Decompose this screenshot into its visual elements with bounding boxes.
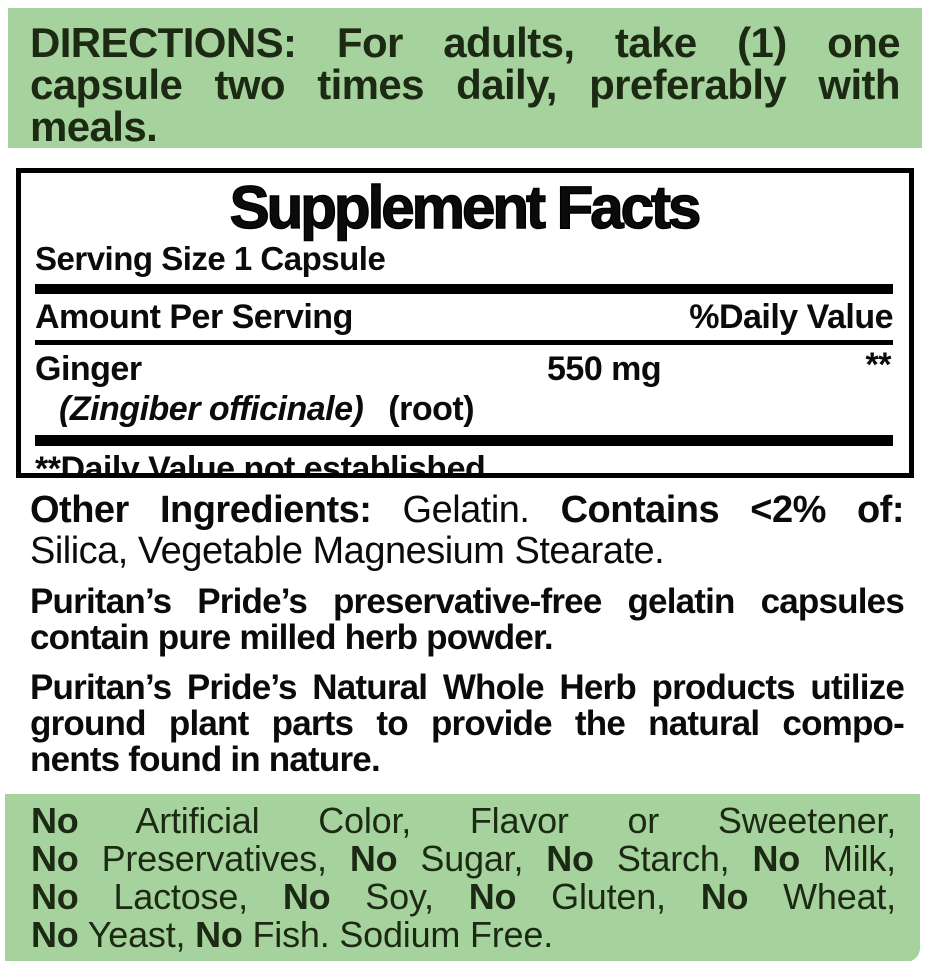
capsule-note-line: Puritan’s Pride’s preservative-free gela… — [30, 582, 905, 621]
column-header-daily-value: %Daily Value — [689, 298, 893, 336]
ingredient-row: Ginger 550 mg ** — [35, 346, 893, 388]
divider-thick — [35, 284, 893, 294]
whole-herb-note-line: Puritan’s Pride’s Natural Whole Herb pro… — [30, 668, 905, 707]
daily-value-footnote: **Daily Value not established. — [35, 450, 495, 478]
other-ingredients-line: Other Ingredients: Gelatin. Contains <2%… — [30, 489, 905, 531]
capsule-note: Puritan’s Pride’s preservative-free gela… — [30, 582, 905, 657]
column-header-amount: Amount Per Serving — [35, 298, 353, 336]
directions-line: meals. — [30, 103, 158, 150]
directions-line: DIRECTIONS: For adults, take (1) one — [30, 19, 901, 66]
ingredient-name: Ginger — [35, 350, 142, 388]
supplement-facts-title: Supplement Facts — [229, 174, 702, 241]
no-claims-banner: No Artificial Color, Flavor or Sweetener… — [5, 794, 920, 961]
whole-herb-note-line: ground plant parts to provide the natura… — [30, 704, 905, 743]
ingredient-daily-value: ** — [865, 346, 892, 384]
ingredient-subrow: (Zingiber officinale) (root) — [35, 388, 893, 430]
facts-header-row: Amount Per Serving %Daily Value — [35, 297, 893, 337]
whole-herb-note-line: nents found in nature. — [30, 740, 381, 779]
directions-banner: DIRECTIONS: For adults, take (1) one cap… — [8, 8, 922, 148]
whole-herb-note: Puritan’s Pride’s Natural Whole Herb pro… — [30, 668, 905, 779]
other-ingredients-line: Silica, Vegetable Magnesium Stearate. — [30, 530, 665, 572]
plant-part: (root) — [388, 390, 475, 428]
supplement-facts-box: Supplement Facts Serving Size 1 Capsule … — [16, 168, 914, 478]
no-claims-line: No Artificial Color, Flavor or Sweetener… — [31, 800, 896, 841]
capsule-note-line: contain pure milled herb powder. — [30, 618, 554, 657]
no-claims-line: No Preservatives, No Sugar, No Starch, N… — [31, 838, 896, 879]
directions-line: capsule two times daily, preferably with — [30, 61, 901, 108]
no-claims-line: No Yeast, No Fish. Sodium Free. — [31, 914, 554, 955]
serving-size: Serving Size 1 Capsule — [35, 240, 386, 277]
botanical-name: (Zingiber officinale) — [59, 390, 364, 428]
no-claims-line: No Lactose, No Soy, No Gluten, No Wheat, — [31, 876, 896, 917]
other-ingredients: Other Ingredients: Gelatin. Contains <2%… — [30, 489, 905, 572]
divider-thin — [35, 340, 893, 345]
divider-thick — [35, 435, 893, 446]
ingredient-amount: 550 mg — [547, 350, 662, 388]
